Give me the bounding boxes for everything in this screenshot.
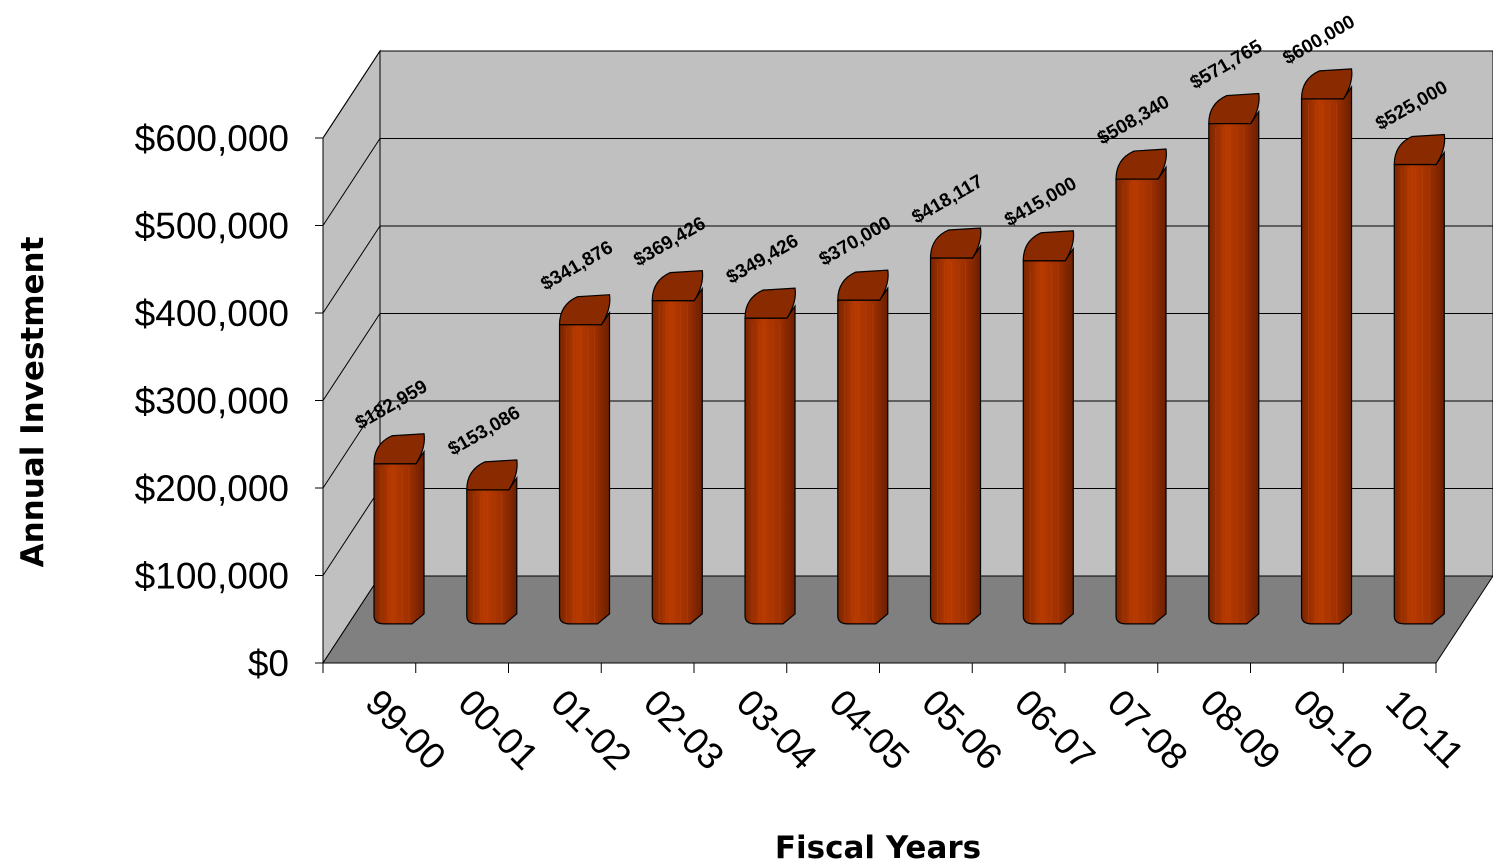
bar (651, 269, 704, 625)
gridline-side (322, 50, 381, 139)
gridline-side (322, 488, 381, 576)
x-tick-label: 07-08 (1100, 682, 1196, 778)
bar (1022, 230, 1075, 625)
x-tick-label: 05-06 (914, 682, 1010, 778)
bar (837, 269, 889, 625)
y-tick-label: $500,000 (135, 206, 289, 247)
x-tick-label: 01-02 (543, 682, 639, 778)
y-axis-ticks: $0 $100,000 $200,000 $300,000 $400,000 $500,0… (135, 118, 1436, 684)
bar (1115, 148, 1167, 625)
gridline-side (322, 138, 381, 226)
y-tick-label: $200,000 (135, 468, 289, 509)
bar (1208, 92, 1260, 625)
bar (929, 227, 982, 625)
x-tick-label: 03-04 (729, 682, 825, 778)
x-tick-label: 06-07 (1007, 682, 1103, 778)
y-tick-label: $300,000 (135, 381, 289, 422)
x-tick-label: 99-00 (358, 682, 454, 778)
y-tick-label: $0 (248, 643, 289, 684)
bar (744, 287, 796, 625)
gridline-side (322, 400, 381, 489)
x-tick-label: 04-05 (821, 682, 917, 778)
x-axis-title: Fiscal Years (775, 830, 981, 864)
bar (1300, 68, 1353, 625)
y-tick-label: $100,000 (135, 556, 289, 597)
x-tick-label: 10-11 (1378, 682, 1472, 776)
gridline-side (322, 225, 381, 314)
gridline-side (322, 313, 381, 401)
y-tick-label: $600,000 (135, 118, 289, 159)
x-tick-label: 09-10 (1285, 682, 1381, 778)
x-tick-label: 02-03 (636, 682, 732, 778)
y-axis-title: Annual Investment (15, 236, 51, 567)
bar (1393, 133, 1446, 625)
bar (466, 459, 518, 625)
bar (558, 294, 611, 625)
x-tick-label: 08-09 (1192, 682, 1288, 778)
bar (373, 433, 425, 625)
x-tick-label: 00-01 (450, 682, 546, 778)
y-tick-label: $400,000 (135, 293, 289, 334)
x-axis-ticks: 99-0000-0101-0202-0303-0404-0505-0606-07… (322, 663, 1472, 778)
bars (373, 68, 1446, 625)
